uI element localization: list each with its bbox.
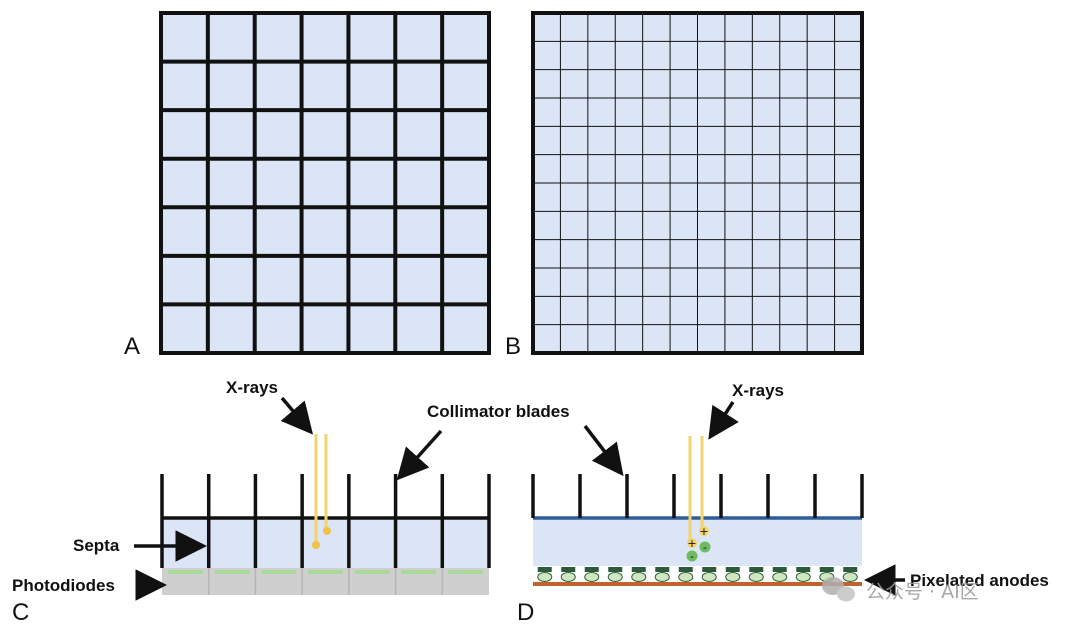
photodiode bbox=[448, 570, 483, 574]
photon-absorption-dot bbox=[312, 541, 320, 549]
substrate-layer bbox=[533, 582, 862, 586]
photodiode bbox=[214, 570, 250, 574]
panel-letter-b: B bbox=[505, 333, 521, 360]
pixelated-anodes-label: Pixelated anodes bbox=[910, 571, 1049, 590]
anode-pad bbox=[537, 567, 552, 572]
hole-charge bbox=[699, 526, 709, 536]
anode-pad bbox=[561, 567, 576, 572]
coarse-pixel-grid bbox=[159, 11, 491, 355]
positive-charge-sign: + bbox=[687, 537, 696, 550]
anode-pad bbox=[749, 567, 764, 572]
charge-carriers: + + - - bbox=[686, 525, 711, 563]
anode-pad bbox=[725, 567, 740, 572]
collimator-blades bbox=[160, 474, 491, 568]
grid-border bbox=[159, 11, 491, 355]
anode-bump bbox=[537, 572, 553, 582]
arrow-icon bbox=[708, 401, 739, 440]
collimator-blades bbox=[531, 474, 864, 518]
photodiode-array bbox=[168, 568, 483, 595]
anode-pad bbox=[655, 567, 670, 572]
pixelated-anode-array bbox=[537, 567, 858, 582]
panel-c: X-rays Septa Photodiodes C bbox=[12, 378, 491, 626]
arrow-icon bbox=[583, 424, 624, 477]
photodiodes-label: Photodiodes bbox=[12, 576, 115, 595]
anode-pad bbox=[819, 567, 834, 572]
anode-pad bbox=[608, 567, 623, 572]
photodiode bbox=[354, 570, 390, 574]
anode-pad bbox=[772, 567, 787, 572]
anode-bump bbox=[842, 572, 858, 582]
watermark-text: 公众号 · AI区 bbox=[866, 581, 979, 603]
panel-letter-c: C bbox=[12, 599, 29, 626]
anode-pad bbox=[584, 567, 599, 572]
panel-a: A bbox=[124, 11, 491, 360]
electron-charge bbox=[699, 541, 711, 553]
xray-beams bbox=[688, 436, 704, 540]
photodiode bbox=[261, 570, 297, 574]
anode-bump bbox=[748, 572, 764, 582]
collimator-blades-label: Collimator blades bbox=[427, 402, 570, 421]
panel-b: B bbox=[505, 11, 864, 360]
electron-charge bbox=[686, 550, 698, 562]
hole-charge bbox=[687, 538, 697, 548]
anode-pad bbox=[796, 567, 811, 572]
anode-bump bbox=[795, 572, 811, 582]
xray-beams bbox=[312, 434, 331, 549]
semiconductor-layer bbox=[533, 518, 862, 566]
anode-bump bbox=[631, 572, 647, 582]
anode-bump bbox=[772, 572, 788, 582]
negative-charge-sign: - bbox=[703, 541, 707, 554]
anode-bump bbox=[678, 572, 694, 582]
septa-label: Septa bbox=[73, 536, 120, 555]
anode-pad bbox=[678, 567, 693, 572]
anode-bump bbox=[701, 572, 717, 582]
grid-background bbox=[161, 13, 489, 353]
anode-pad bbox=[843, 567, 858, 572]
photon-absorption-dot bbox=[323, 527, 331, 535]
anode-bump bbox=[725, 572, 741, 582]
anode-bump bbox=[560, 572, 576, 582]
panel-letter-a: A bbox=[124, 333, 140, 360]
positive-charge-sign: + bbox=[699, 525, 708, 538]
anode-pad bbox=[631, 567, 646, 572]
panel-d: + + - - X-rays Pixelated anodes D bbox=[517, 381, 1049, 626]
fine-pixel-grid bbox=[531, 11, 864, 355]
grid-border bbox=[531, 11, 864, 355]
wechat-logo-icon bbox=[822, 577, 855, 602]
arrow-icon bbox=[396, 429, 443, 481]
photodiode bbox=[401, 570, 437, 574]
watermark: 公众号 · AI区 bbox=[822, 577, 979, 603]
xrays-label-c: X-rays bbox=[226, 378, 278, 397]
xrays-label-d: X-rays bbox=[732, 381, 784, 400]
anode-bump bbox=[584, 572, 600, 582]
panel-letter-d: D bbox=[517, 599, 534, 626]
photodiode bbox=[168, 570, 203, 574]
anode-bump bbox=[607, 572, 623, 582]
arrow-icon bbox=[280, 396, 314, 435]
anode-pad bbox=[702, 567, 717, 572]
negative-charge-sign: - bbox=[690, 550, 694, 563]
photodiode bbox=[308, 570, 343, 574]
anode-bump bbox=[654, 572, 670, 582]
